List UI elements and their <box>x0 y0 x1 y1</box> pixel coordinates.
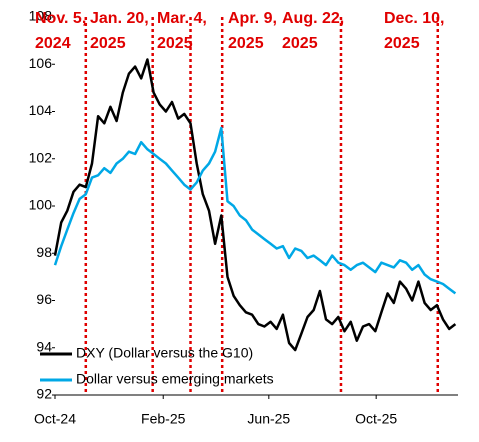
annotation-label: Aug. 22, <box>282 10 344 27</box>
annotation-label: 2025 <box>384 35 420 52</box>
y-tick-label: 100 <box>29 197 53 213</box>
x-tick-label: Jun-25 <box>247 411 290 427</box>
y-tick-label: 94 <box>36 338 52 354</box>
x-tick-label: Oct-24 <box>34 411 76 427</box>
annotation-label: 2025 <box>90 35 126 52</box>
annotation-label: Nov. 5, <box>35 10 86 27</box>
annotation-label: Apr. 9, <box>228 10 277 27</box>
annotation-label: 2025 <box>228 35 264 52</box>
y-tick-label: 102 <box>29 149 53 165</box>
annotation-label: Mar. 4, <box>157 10 207 27</box>
y-tick-label: 106 <box>29 55 53 71</box>
y-tick-label: 96 <box>36 291 52 307</box>
series-line <box>53 58 457 352</box>
annotation-label: 2025 <box>282 35 318 52</box>
annotation-label: Dec. 10, <box>384 10 444 27</box>
x-tick-label: Feb-25 <box>141 411 186 427</box>
legend-label: Dollar versus emerging markets <box>76 371 274 387</box>
legend-label: DXY (Dollar versus the G10) <box>76 345 253 361</box>
y-tick-label: 104 <box>29 102 53 118</box>
x-tick-label: Oct-25 <box>355 411 397 427</box>
annotation-label: 2024 <box>35 35 71 52</box>
series-line <box>53 126 457 295</box>
annotation-label: 2025 <box>157 35 193 52</box>
annotation-label: Jan. 20, <box>90 10 149 27</box>
y-tick-label: 108 <box>29 8 53 24</box>
y-tick-label: 92 <box>36 386 52 402</box>
y-tick-label: 98 <box>36 244 52 260</box>
